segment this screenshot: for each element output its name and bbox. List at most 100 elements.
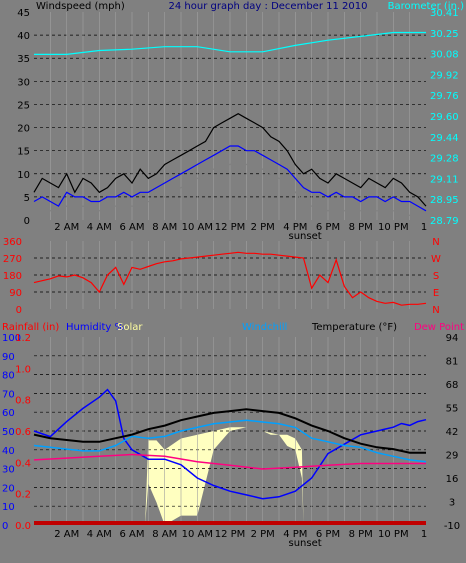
temperature-y-tick-label: -10 [444, 521, 460, 532]
direction-y-tick-label: 180 [3, 271, 22, 282]
x-tick-label: 4 PM [283, 222, 307, 233]
series-barometer-line [34, 31, 426, 56]
barometer-y-tick-label: 30.41 [430, 8, 459, 19]
rainfall-axis-label: Rainfall (in) [2, 322, 59, 333]
barometer-y-tick-label: 29.44 [430, 133, 459, 144]
compass-tick-label: E [433, 288, 439, 299]
series-temperature-line [33, 408, 426, 454]
temperature-y-tick-label: 94 [446, 333, 459, 344]
temperature-y-tick-label: 68 [446, 380, 459, 391]
wind-series [33, 31, 427, 216]
series-direction-line [33, 251, 427, 306]
barometer-y-tick-label: 29.28 [430, 154, 459, 165]
barometer-y-tick-label: 28.95 [430, 195, 459, 206]
humidity-y-tick-label: 100 [2, 333, 21, 344]
temperature-x-ticks: 2 AM 4 AM 6 AM 8 AM 10 AM 12 PM 2 PM 4 PM 6 PM 8 … [54, 529, 427, 549]
wind-y-tick-label: 35 [17, 54, 30, 65]
temperature-y-tick-label: 81 [446, 357, 459, 368]
compass-tick-label: W [431, 254, 441, 265]
series-rainfall-bar [34, 521, 426, 525]
temperature-y-tick-label: 55 [446, 404, 459, 415]
temperature-axis-label: Temperature (°F) [311, 322, 397, 333]
series-avg-line [33, 159, 426, 216]
sunset-label: sunset [289, 538, 322, 549]
humidity-y-tick-label: 90 [2, 352, 15, 363]
solar-area [145, 427, 304, 525]
humidity-y-tick-label: 0 [2, 521, 8, 532]
barometer-y-ticks: 28.79 28.95 29.11 29.28 29.44 29.60 29.76 29.92… [430, 8, 459, 227]
x-tick-label: 2 PM [251, 529, 275, 540]
direction-series [33, 251, 427, 306]
x-tick-label: 8 AM [152, 222, 177, 233]
barometer-y-tick-label: 29.60 [430, 112, 459, 123]
wind-y-tick-label: 0 [24, 216, 30, 227]
sunset-label: sunset [289, 231, 322, 242]
x-tick-label: 8 PM [349, 222, 373, 233]
humidity-axis-label: Humidity % [66, 322, 124, 333]
windchill-axis-label: Windchill [242, 322, 287, 333]
wind-y-tick-label: 20 [17, 124, 30, 135]
series-gust-line [33, 113, 427, 207]
rainfall-y-tick-label: 0.0 [15, 521, 31, 532]
compass-tick-label: S [433, 271, 439, 282]
series-windchill-line [33, 419, 427, 463]
series-humidity-line [33, 388, 427, 500]
temperature-y-tick-label: 29 [446, 451, 459, 462]
humidity-y-tick-label: 80 [2, 371, 15, 382]
x-tick-label: 4 AM [87, 529, 112, 540]
compass-tick-label: N [432, 305, 439, 316]
x-tick-label: 12 PM [215, 529, 246, 540]
series-wind-line [33, 145, 427, 212]
direction-y-tick-label: 0 [16, 305, 22, 316]
barometer-y-tick-label: 30.08 [430, 50, 459, 61]
compass-tick-label: N [432, 237, 439, 248]
wind-x-ticks: 2 AM 4 AM 6 AM 8 AM 10 AM 12 PM 2 PM 4 PM 6 PM 8 … [54, 222, 427, 242]
wind-y-tick-label: 40 [17, 31, 30, 42]
dewpoint-axis-label: Dew Point [414, 322, 464, 333]
solar-axis-label: Solar [117, 322, 143, 333]
wind-y-tick-label: 15 [17, 147, 30, 158]
temperature-y-tick-label: 16 [446, 474, 459, 485]
x-tick-label-end: 1 [421, 222, 427, 233]
barometer-y-tick-label: 28.79 [430, 216, 459, 227]
direction-y-tick-label: 270 [3, 254, 22, 265]
x-tick-label: 4 PM [283, 529, 307, 540]
x-tick-label: 6 AM [119, 222, 144, 233]
rainfall-y-tick-label: 0.4 [15, 458, 31, 469]
humidity-y-ticks: 0 10 20 30 40 50 60 70 80 90 100 [2, 333, 21, 532]
x-tick-label: 10 AM [182, 529, 213, 540]
x-tick-label: 6 AM [119, 529, 144, 540]
x-tick-label: 2 AM [54, 222, 79, 233]
wind-y-ticks: 0 5 10 15 20 25 30 35 40 45 [17, 8, 30, 227]
barometer-y-tick-label: 29.11 [430, 174, 459, 185]
wind-y-tick-label: 45 [17, 8, 30, 19]
x-tick-label: 2 PM [251, 222, 275, 233]
barometer-y-tick-label: 30.25 [430, 29, 459, 40]
x-tick-label: 2 AM [54, 529, 79, 540]
x-tick-label: 8 AM [152, 529, 177, 540]
barometer-y-tick-label: 29.76 [430, 91, 459, 102]
wind-y-tick-label: 25 [17, 100, 30, 111]
x-tick-label-end: 1 [421, 529, 427, 540]
rainfall-y-tick-label: 0.2 [15, 490, 31, 501]
temperature-y-ticks: -10 3 16 29 42 55 68 81 94 [444, 333, 460, 532]
rainfall-y-tick-label: 1.0 [15, 364, 31, 375]
x-tick-label: 10 AM [182, 222, 213, 233]
direction-y-tick-label: 90 [9, 288, 22, 299]
series-dewpoint-line [33, 453, 426, 470]
humidity-y-tick-label: 70 [2, 389, 15, 400]
x-tick-label: 12 PM [215, 222, 246, 233]
series-solar-area [145, 427, 304, 525]
temperature-y-tick-label: 42 [446, 427, 459, 438]
humidity-y-tick-label: 30 [2, 465, 15, 476]
x-tick-label: 6 PM [316, 222, 340, 233]
rainfall-y-ticks: 0.0 0.2 0.4 0.6 0.8 1.0 1.2 [15, 333, 31, 532]
humidity-y-tick-label: 50 [2, 427, 15, 438]
rainfall-y-tick-label: 1.2 [15, 333, 31, 344]
wind-y-tick-label: 10 [17, 170, 30, 181]
x-tick-label: 6 PM [316, 529, 340, 540]
wind-y-tick-label: 30 [17, 77, 30, 88]
